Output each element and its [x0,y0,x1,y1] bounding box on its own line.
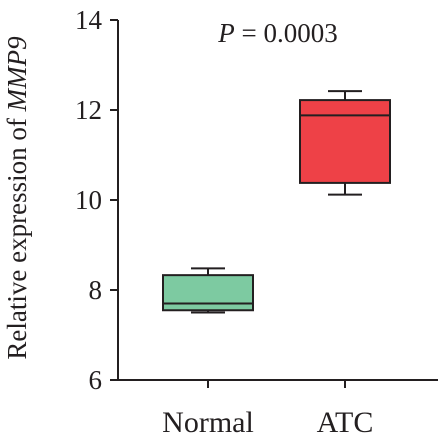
p-value-annotation: P = 0.0003 [217,18,337,48]
iqr-box [299,99,391,184]
box-normal [162,267,254,314]
y-tick-label: 6 [89,365,103,395]
axes: 6 8 10 12 14 Normal ATC [75,5,438,439]
y-axis-label-prefix: Relative expression of [2,111,32,359]
y-axis-label: Relative expression of MMP9 [2,36,32,360]
y-tick-label: 8 [89,275,103,305]
x-tick-label: ATC [317,406,374,439]
y-tick-label: 10 [75,185,102,215]
x-tick-label: Normal [162,406,254,439]
box-atc [299,90,391,196]
iqr-box [162,274,254,312]
y-tick-label: 12 [75,95,102,125]
p-value-symbol: P [217,18,235,48]
boxes [162,90,391,314]
y-axis-label-gene: MMP9 [2,36,32,112]
y-tick-label: 14 [75,5,103,35]
p-value-text: = 0.0003 [235,18,338,48]
